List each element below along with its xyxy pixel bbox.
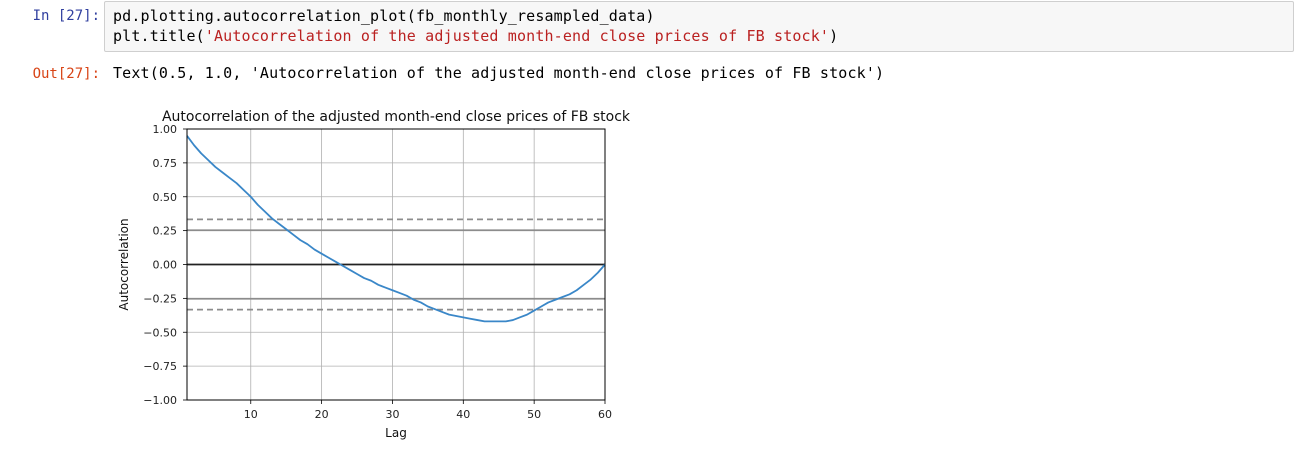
code-line-2: plt.title('Autocorrelation of the adjust… — [113, 27, 838, 45]
y-tick-label: −0.75 — [143, 360, 177, 373]
in-prompt: In [27]: — [32, 8, 100, 24]
autocorrelation-plot: 10 20 30 40 50 60 1.00 0.75 0.50 0.25 0.00 −0.25 −0.… — [100, 100, 660, 459]
x-tick-label: 50 — [527, 408, 541, 421]
y-tick-label: −1.00 — [143, 394, 177, 407]
y-tick-label: 0.50 — [153, 191, 178, 204]
y-tick-label: 0.25 — [153, 225, 178, 238]
chart-title: Autocorrelation of the adjusted month-en… — [162, 109, 631, 125]
x-tick-label: 60 — [598, 408, 612, 421]
x-tick-label: 20 — [315, 408, 329, 421]
code-string: 'Autocorrelation of the adjusted month-e… — [204, 27, 830, 45]
output-text: Text(0.5, 1.0, 'Autocorrelation of the a… — [113, 64, 885, 82]
y-tick-label: 0.75 — [153, 157, 178, 170]
x-tick-label: 30 — [385, 408, 399, 421]
x-tick-label: 10 — [244, 408, 258, 421]
y-tick-label: 0.00 — [153, 259, 178, 272]
y-axis-label: Autocorrelation — [117, 218, 131, 310]
x-axis-label: Lag — [385, 426, 407, 440]
code-line-1: pd.plotting.autocorrelation_plot(fb_mont… — [113, 7, 655, 25]
code-close: ) — [829, 27, 839, 45]
code-input-area[interactable]: pd.plotting.autocorrelation_plot(fb_mont… — [104, 1, 1294, 52]
y-tick-label: −0.25 — [143, 292, 177, 305]
chart-svg: 10 20 30 40 50 60 1.00 0.75 0.50 0.25 0.00 −0.25 −0.… — [117, 109, 631, 440]
y-tick-label: 1.00 — [153, 123, 178, 136]
autocorrelation-series-line — [186, 135, 606, 323]
code-call: plt.title( — [113, 27, 205, 45]
y-tick-label: −0.50 — [143, 326, 177, 339]
out-prompt: Out[27]: — [32, 66, 100, 82]
x-tick-label: 40 — [456, 408, 470, 421]
